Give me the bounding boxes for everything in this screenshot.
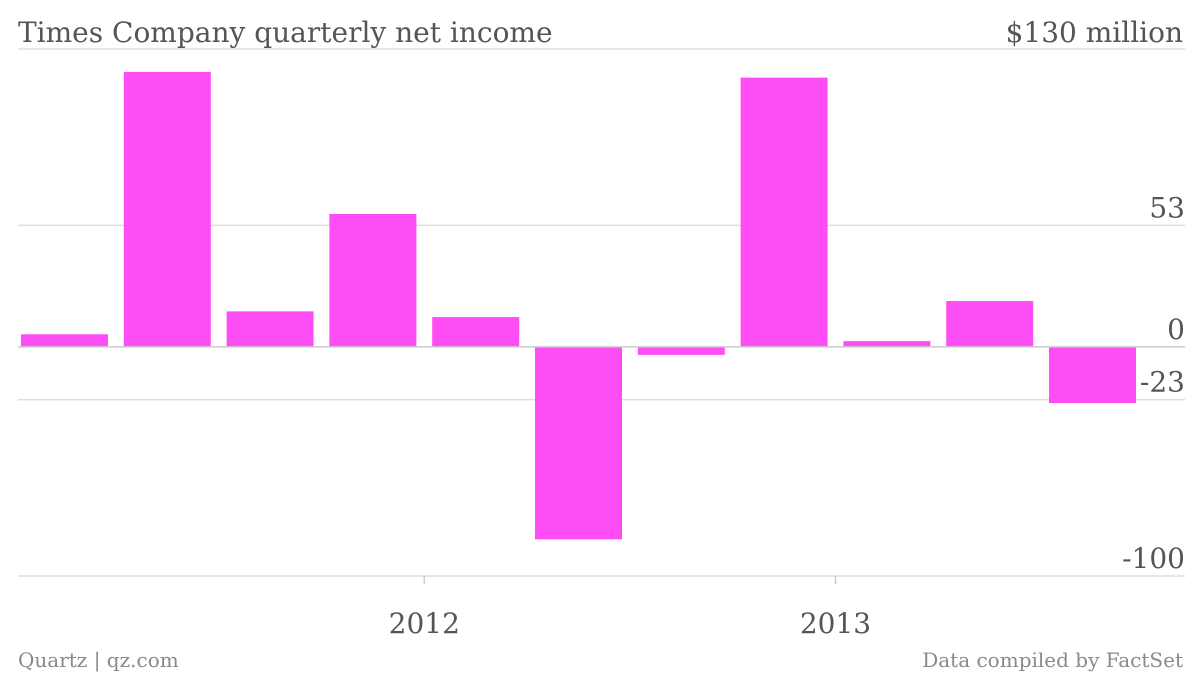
bar: [843, 341, 931, 347]
bar: [535, 346, 622, 540]
bar: [740, 77, 828, 347]
bar: [329, 213, 417, 347]
chart-title: Times Company quarterly net income: [18, 16, 553, 49]
x-tick-label: 2012: [389, 607, 460, 640]
x-tick-label: 2013: [800, 607, 871, 640]
bar: [946, 301, 1034, 347]
bar: [226, 311, 314, 347]
y-tick-label: 53: [1149, 191, 1185, 224]
y-tick-label: -23: [1140, 366, 1185, 399]
y-tick-label: 0: [1167, 313, 1185, 346]
bar: [123, 71, 211, 347]
bar: [21, 334, 108, 347]
bar: [637, 346, 725, 355]
x-axis: 2012 2013: [389, 576, 871, 640]
bar: [1049, 346, 1136, 404]
y-axis-unit-label: $130 million: [1006, 16, 1183, 49]
source-right: Data compiled by FactSet: [922, 648, 1183, 672]
source-left: Quartz | qz.com: [18, 648, 179, 673]
bars: [21, 71, 1136, 540]
bar: [432, 317, 520, 347]
y-tick-label: -100: [1122, 542, 1185, 575]
y-tick-labels: 53 0 -23 -100: [1122, 191, 1185, 575]
